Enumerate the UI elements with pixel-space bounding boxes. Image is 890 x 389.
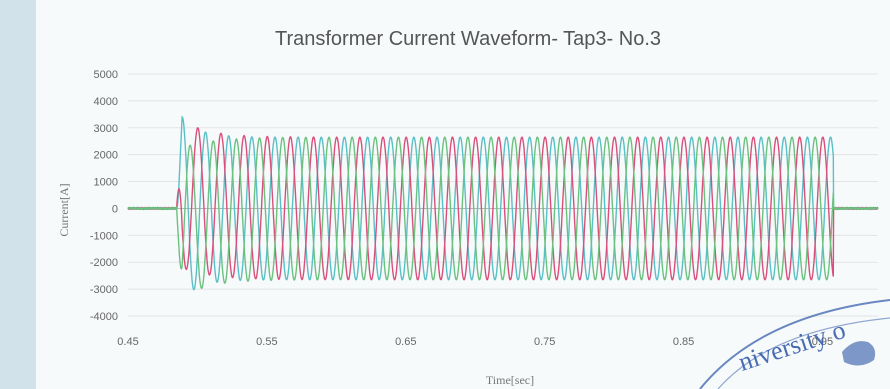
x-tick-label: 0.95: [812, 336, 833, 348]
y-tick-label: 3000: [94, 123, 118, 135]
chart-title: Transformer Current Waveform- Tap3- No.3: [275, 28, 661, 50]
y-tick-label: 4000: [94, 96, 118, 108]
x-tick-labels: 0.45 0.55 0.65 0.75 0.85 0.95: [117, 336, 833, 348]
x-axis-label: Time[sec]: [486, 373, 534, 387]
x-tick-label: 0.75: [534, 336, 555, 348]
y-tick-label: -3000: [90, 284, 118, 296]
y-tick-labels: 5000 4000 3000 2000 1000 0 -1000 -2000 -3000 -400…: [90, 69, 118, 323]
y-tick-label: 2000: [94, 150, 118, 162]
y-tick-label: 0: [112, 203, 118, 215]
series-line-1: [127, 115, 879, 291]
y-tick-label: 5000: [94, 69, 118, 81]
y-axis-label: Current[A]: [57, 183, 71, 236]
x-tick-label: 0.55: [256, 336, 277, 348]
x-tick-label: 0.45: [117, 336, 138, 348]
y-tick-label: -4000: [90, 311, 118, 323]
university-stamp: niversity o: [699, 299, 890, 389]
y-tick-label: 1000: [94, 177, 118, 189]
x-tick-label: 0.85: [673, 336, 694, 348]
x-tick-label: 0.65: [395, 336, 416, 348]
series-line-2: [127, 127, 879, 281]
y-tick-label: -1000: [90, 230, 118, 242]
series-line-3: [127, 136, 879, 290]
y-tick-label: -2000: [90, 257, 118, 269]
series-lines: [127, 115, 879, 291]
